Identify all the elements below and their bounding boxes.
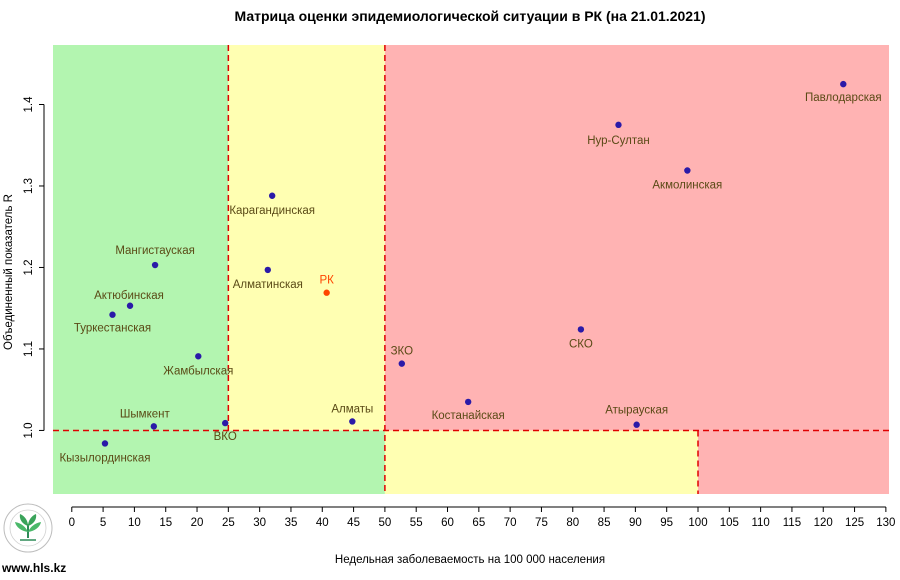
x-tick-label: 125 bbox=[845, 517, 864, 529]
data-point bbox=[840, 80, 847, 88]
x-tick-label: 55 bbox=[410, 517, 423, 529]
x-tick-label: 75 bbox=[535, 517, 548, 529]
x-tick-label: 85 bbox=[598, 517, 611, 529]
data-point-label: Акмолинская bbox=[652, 179, 722, 191]
data-point-label: РК bbox=[319, 275, 334, 287]
x-tick-label: 70 bbox=[504, 517, 517, 529]
y-tick-label: 1.0 bbox=[23, 422, 35, 438]
data-point-label: Нур-Султан bbox=[587, 135, 650, 147]
data-point bbox=[398, 360, 406, 367]
data-point bbox=[615, 121, 622, 129]
data-point bbox=[101, 440, 109, 447]
data-point bbox=[150, 423, 158, 430]
red-zone bbox=[384, 45, 889, 431]
data-point bbox=[109, 311, 116, 318]
x-tick-label: 30 bbox=[253, 517, 266, 529]
x-tick-label: 5 bbox=[100, 517, 106, 529]
x-tick-label: 10 bbox=[128, 517, 141, 529]
x-tick-label: 0 bbox=[69, 517, 75, 529]
data-point-label: Костанайская bbox=[432, 410, 505, 422]
data-points: Павлодарская Нур-Султан Акмолинская Караган… bbox=[59, 80, 882, 464]
x-tick-label: 130 bbox=[876, 517, 895, 529]
data-point-label: Павлодарская bbox=[805, 92, 882, 104]
data-point bbox=[577, 326, 585, 333]
data-point-label: Жамбылская bbox=[163, 365, 233, 377]
x-tick-label: 100 bbox=[688, 517, 707, 529]
x-tick-label: 90 bbox=[629, 517, 642, 529]
data-point-label: Мангистауская bbox=[115, 245, 195, 257]
data-point bbox=[464, 398, 472, 406]
data-point bbox=[323, 289, 330, 296]
data-point bbox=[349, 418, 356, 425]
data-point-label: СКО bbox=[569, 338, 593, 350]
y-tick-label: 1.3 bbox=[23, 178, 35, 194]
x-tick-label: 50 bbox=[378, 517, 391, 529]
x-tick-label: 65 bbox=[472, 517, 485, 529]
x-tick-label: 15 bbox=[159, 517, 172, 529]
x-tick-label: 95 bbox=[660, 517, 673, 529]
x-tick-label: 120 bbox=[814, 517, 833, 529]
y-axis-label: Объединенный показатель R bbox=[3, 194, 15, 350]
data-point-label: Шымкент bbox=[120, 408, 171, 420]
x-tick-label: 115 bbox=[783, 517, 801, 529]
data-point bbox=[268, 192, 276, 199]
x-tick-label: 110 bbox=[751, 517, 769, 529]
axes: 0 5 10 15 20 25 30 35 40 45 50 55 60 65 70 75 80 85 90 95 10… bbox=[23, 96, 895, 529]
y-tick-label: 1.1 bbox=[23, 341, 35, 357]
x-tick-label: 40 bbox=[316, 517, 329, 529]
data-point bbox=[684, 167, 691, 174]
green-zone bbox=[53, 45, 229, 431]
x-tick-label: 80 bbox=[566, 517, 579, 529]
yellow-zone bbox=[384, 430, 699, 494]
data-point bbox=[264, 266, 271, 274]
x-tick-label: 60 bbox=[441, 517, 454, 529]
threshold-lines bbox=[53, 45, 889, 494]
hls-logo-icon bbox=[3, 503, 53, 553]
data-point-label: Алматы bbox=[331, 403, 373, 415]
data-point-label: ЗКО bbox=[391, 346, 414, 358]
x-tick-label: 35 bbox=[285, 517, 298, 529]
data-point bbox=[633, 421, 640, 428]
data-point bbox=[126, 302, 134, 309]
data-point bbox=[222, 419, 229, 427]
yellow-zone bbox=[228, 45, 385, 431]
x-tick-label: 45 bbox=[347, 517, 360, 529]
x-tick-label: 105 bbox=[720, 517, 739, 529]
red-zone bbox=[698, 430, 889, 494]
data-point-label: ВКО bbox=[214, 431, 237, 443]
green-zone bbox=[53, 430, 385, 494]
data-point bbox=[151, 261, 159, 269]
x-tick-label: 25 bbox=[222, 517, 235, 529]
zone-backgrounds bbox=[53, 45, 889, 494]
site-url: www.hls.kz bbox=[2, 561, 67, 575]
data-point-label: Туркестанская bbox=[74, 323, 151, 335]
y-tick-label: 1.4 bbox=[23, 96, 35, 113]
chart-title: Матрица оценки эпидемиологической ситуац… bbox=[234, 8, 705, 24]
data-point bbox=[195, 353, 202, 360]
x-axis-label: Недельная заболеваемость на 100 000 насе… bbox=[335, 554, 605, 566]
y-tick-label: 1.2 bbox=[23, 259, 35, 275]
data-point-label: Алматинская bbox=[233, 279, 303, 291]
x-tick-label: 20 bbox=[191, 517, 204, 529]
data-point-label: Кызылординская bbox=[59, 452, 150, 464]
data-point-label: Атырауская bbox=[605, 405, 668, 417]
data-point-label: Карагандинская bbox=[229, 205, 315, 217]
data-point-label: Актюбинская bbox=[94, 290, 164, 302]
